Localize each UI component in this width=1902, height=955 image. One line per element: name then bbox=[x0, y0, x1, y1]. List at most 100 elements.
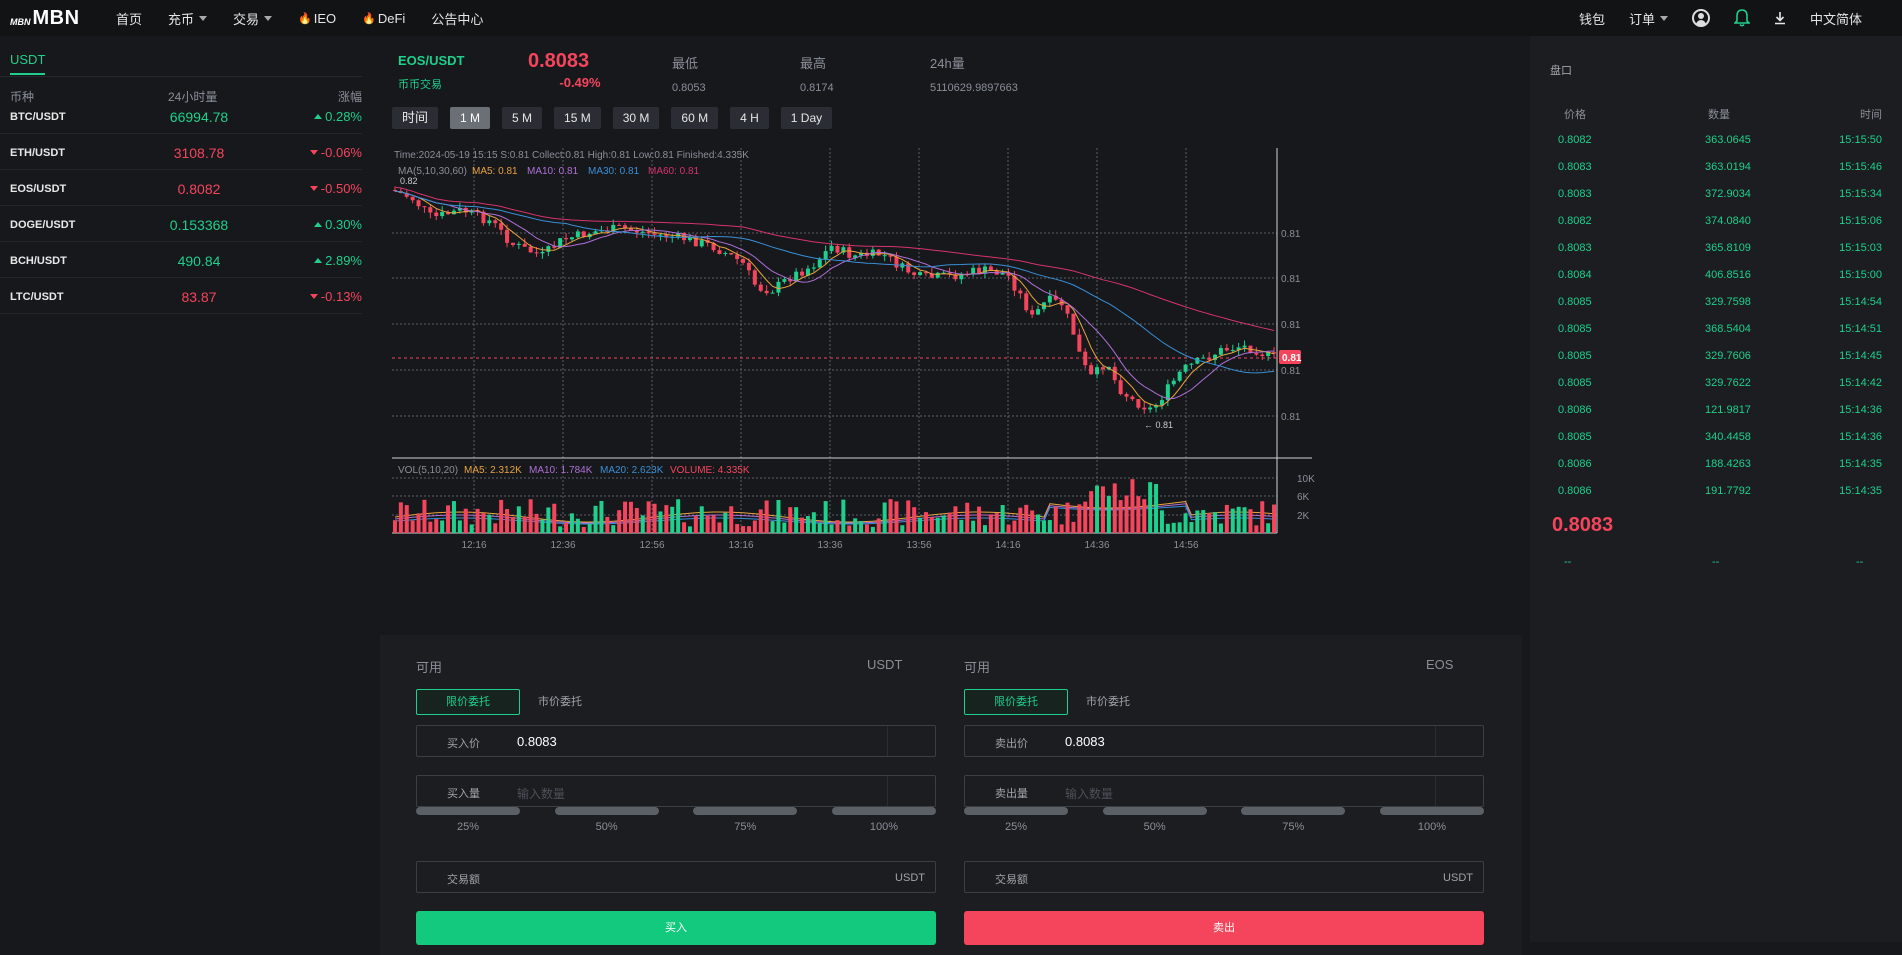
order-book-row[interactable]: 0.8084 406.8516 15:15:00 bbox=[1558, 269, 1882, 296]
nav-home[interactable]: 首页 bbox=[116, 9, 142, 28]
price-stepper[interactable] bbox=[887, 726, 935, 756]
market-change: 2.89% bbox=[314, 253, 362, 268]
logo[interactable]: MBN MBN bbox=[10, 7, 90, 30]
tab-market-order[interactable]: 市价委托 bbox=[1086, 696, 1130, 708]
nav-wallet[interactable]: 钱包 bbox=[1579, 9, 1605, 28]
order-book-row[interactable]: 0.8085 329.7622 15:14:42 bbox=[1558, 377, 1882, 404]
period-1m[interactable]: 1 M bbox=[450, 107, 491, 129]
candle-body bbox=[853, 255, 858, 258]
volume-bar bbox=[735, 524, 740, 533]
period-1day[interactable]: 1 Day bbox=[780, 107, 833, 129]
volume-bar bbox=[1230, 508, 1235, 533]
sell-quantity-field[interactable]: 卖出量 输入数量 bbox=[964, 775, 1484, 807]
percent-bar[interactable] bbox=[554, 807, 659, 815]
sell-amount-label: 交易额 bbox=[995, 874, 1028, 886]
percent-bar[interactable] bbox=[964, 807, 1068, 815]
trade-time: 15:14:36 bbox=[1839, 404, 1882, 416]
vol-prefix: VOL(5,10,20) bbox=[398, 465, 458, 476]
percent-75[interactable]: 75% bbox=[693, 807, 798, 833]
period-4h[interactable]: 4 H bbox=[730, 107, 769, 129]
percent-75[interactable]: 75% bbox=[1241, 807, 1346, 833]
chevron-down-icon bbox=[264, 15, 273, 21]
kline-svg[interactable]: 0.81 0.81 0.81 0.81 0.81 10K 6K 2K 12:16 12:36 12:… bbox=[392, 138, 1512, 618]
percent-bar[interactable] bbox=[831, 807, 936, 815]
buy-button[interactable]: 买入 bbox=[416, 911, 936, 945]
candle-body bbox=[540, 251, 545, 254]
price-stepper[interactable] bbox=[1435, 726, 1483, 756]
nav-deposit[interactable]: 充币 bbox=[168, 9, 208, 28]
percent-bar[interactable] bbox=[693, 807, 798, 815]
percent-bar[interactable] bbox=[416, 807, 520, 815]
nav-ieo[interactable]: 🔥 IEO bbox=[298, 11, 336, 26]
tab-limit-order[interactable]: 限价委托 bbox=[416, 689, 520, 715]
order-book-row[interactable]: 0.8082 374.0840 15:15:06 bbox=[1558, 215, 1882, 242]
order-book-row[interactable]: 0.8085 368.5404 15:14:51 bbox=[1558, 323, 1882, 350]
candlestick-chart[interactable]: 0.81 0.81 0.81 0.81 0.81 10K 6K 2K 12:16 12:36 12:… bbox=[392, 138, 1512, 618]
tab-limit-order[interactable]: 限价委托 bbox=[964, 689, 1068, 715]
percent-50[interactable]: 50% bbox=[1102, 807, 1207, 833]
vol-axis-label: 10K bbox=[1297, 474, 1315, 485]
quantity-stepper[interactable] bbox=[887, 776, 935, 806]
nav-trade[interactable]: 交易 bbox=[233, 9, 273, 28]
order-book-row[interactable]: 0.8085 329.7606 15:14:45 bbox=[1558, 350, 1882, 377]
market-row[interactable]: BCH/USDT 490.84 2.89% bbox=[0, 242, 362, 278]
market-change: 0.30% bbox=[314, 217, 362, 232]
language-selector[interactable]: 中文简体 bbox=[1810, 9, 1862, 28]
volume-bar bbox=[1236, 506, 1241, 533]
percent-bar[interactable] bbox=[1102, 807, 1207, 815]
market-row[interactable]: BTC/USDT 66994.78 0.28% bbox=[0, 98, 362, 134]
trade-price: 0.8082 bbox=[1558, 215, 1592, 227]
percent-25[interactable]: 25% bbox=[416, 807, 520, 833]
period-15m[interactable]: 15 M bbox=[554, 107, 601, 129]
order-book-row[interactable]: 0.8085 340.4458 15:14:36 bbox=[1558, 431, 1882, 458]
market-row[interactable]: DOGE/USDT 0.153368 0.30% bbox=[0, 206, 362, 242]
sell-button[interactable]: 卖出 bbox=[964, 911, 1484, 945]
percent-100[interactable]: 100% bbox=[831, 807, 936, 833]
sell-amount-field[interactable]: 交易额 USDT bbox=[964, 861, 1484, 893]
percent-bar[interactable] bbox=[1241, 807, 1346, 815]
order-book-row[interactable]: 0.8082 363.0645 15:15:50 bbox=[1558, 134, 1882, 161]
volume-bar bbox=[1118, 500, 1123, 533]
percent-label: 25% bbox=[456, 821, 480, 833]
order-book-row[interactable]: 0.8085 329.7598 15:14:54 bbox=[1558, 296, 1882, 323]
order-book-row[interactable]: 0.8083 372.9034 15:15:34 bbox=[1558, 188, 1882, 215]
percent-bar[interactable] bbox=[1379, 807, 1484, 815]
period-5m[interactable]: 5 M bbox=[502, 107, 543, 129]
tab-market-order[interactable]: 市价委托 bbox=[538, 696, 582, 708]
chart-info-line: Time:2024-05-19 15:15 S:0.81 Collect:0.8… bbox=[394, 150, 749, 161]
percent-25[interactable]: 25% bbox=[964, 807, 1068, 833]
tab-usdt[interactable]: USDT bbox=[10, 52, 46, 75]
header-change[interactable]: 涨幅 bbox=[337, 90, 362, 104]
period-time[interactable]: 时间 bbox=[392, 107, 439, 129]
market-row[interactable]: EOS/USDT 0.8082 -0.50% bbox=[0, 170, 362, 206]
volume-bar bbox=[1154, 483, 1159, 533]
notification-button[interactable] bbox=[1733, 9, 1750, 27]
period-30m[interactable]: 30 M bbox=[612, 107, 660, 129]
percent-50[interactable]: 50% bbox=[554, 807, 659, 833]
order-book-row[interactable]: 0.8086 188.4263 15:14:35 bbox=[1558, 458, 1882, 485]
nav-announcements-label: 公告中心 bbox=[431, 11, 484, 27]
user-button[interactable] bbox=[1691, 9, 1710, 27]
nav-defi[interactable]: 🔥 DeFi bbox=[362, 11, 405, 26]
nav-orders[interactable]: 订单 bbox=[1629, 9, 1668, 28]
market-row[interactable]: LTC/USDT 83.87 -0.13% bbox=[0, 278, 362, 314]
order-book-row[interactable]: 0.8086 191.7792 15:14:35 bbox=[1558, 485, 1882, 512]
quantity-stepper[interactable] bbox=[1435, 776, 1483, 806]
order-book-row[interactable]: 0.8086 121.9817 15:14:36 bbox=[1558, 404, 1882, 431]
order-book-row[interactable]: 0.8083 365.8109 15:15:03 bbox=[1558, 242, 1882, 269]
percent-100[interactable]: 100% bbox=[1379, 807, 1484, 833]
buy-amount-field[interactable]: 交易额 USDT bbox=[416, 861, 936, 893]
candle-body bbox=[575, 231, 580, 238]
sell-price-field[interactable]: 卖出价 0.8083 bbox=[964, 725, 1484, 757]
market-row[interactable]: ETH/USDT 3108.78 -0.06% bbox=[0, 134, 362, 170]
volume-bar bbox=[611, 525, 616, 533]
period-60m[interactable]: 60 M bbox=[671, 107, 719, 129]
download-button[interactable] bbox=[1774, 11, 1786, 25]
buy-quantity-field[interactable]: 买入量 输入数量 bbox=[416, 775, 936, 807]
volume-bar bbox=[693, 516, 698, 533]
buy-price-field[interactable]: 买入价 0.8083 bbox=[416, 725, 936, 757]
nav-announcements[interactable]: 公告中心 bbox=[431, 9, 483, 28]
order-book-row[interactable]: 0.8083 363.0194 15:15:46 bbox=[1558, 161, 1882, 188]
header-volume[interactable]: 24小时量 bbox=[168, 90, 218, 104]
candle-body bbox=[1018, 290, 1023, 294]
